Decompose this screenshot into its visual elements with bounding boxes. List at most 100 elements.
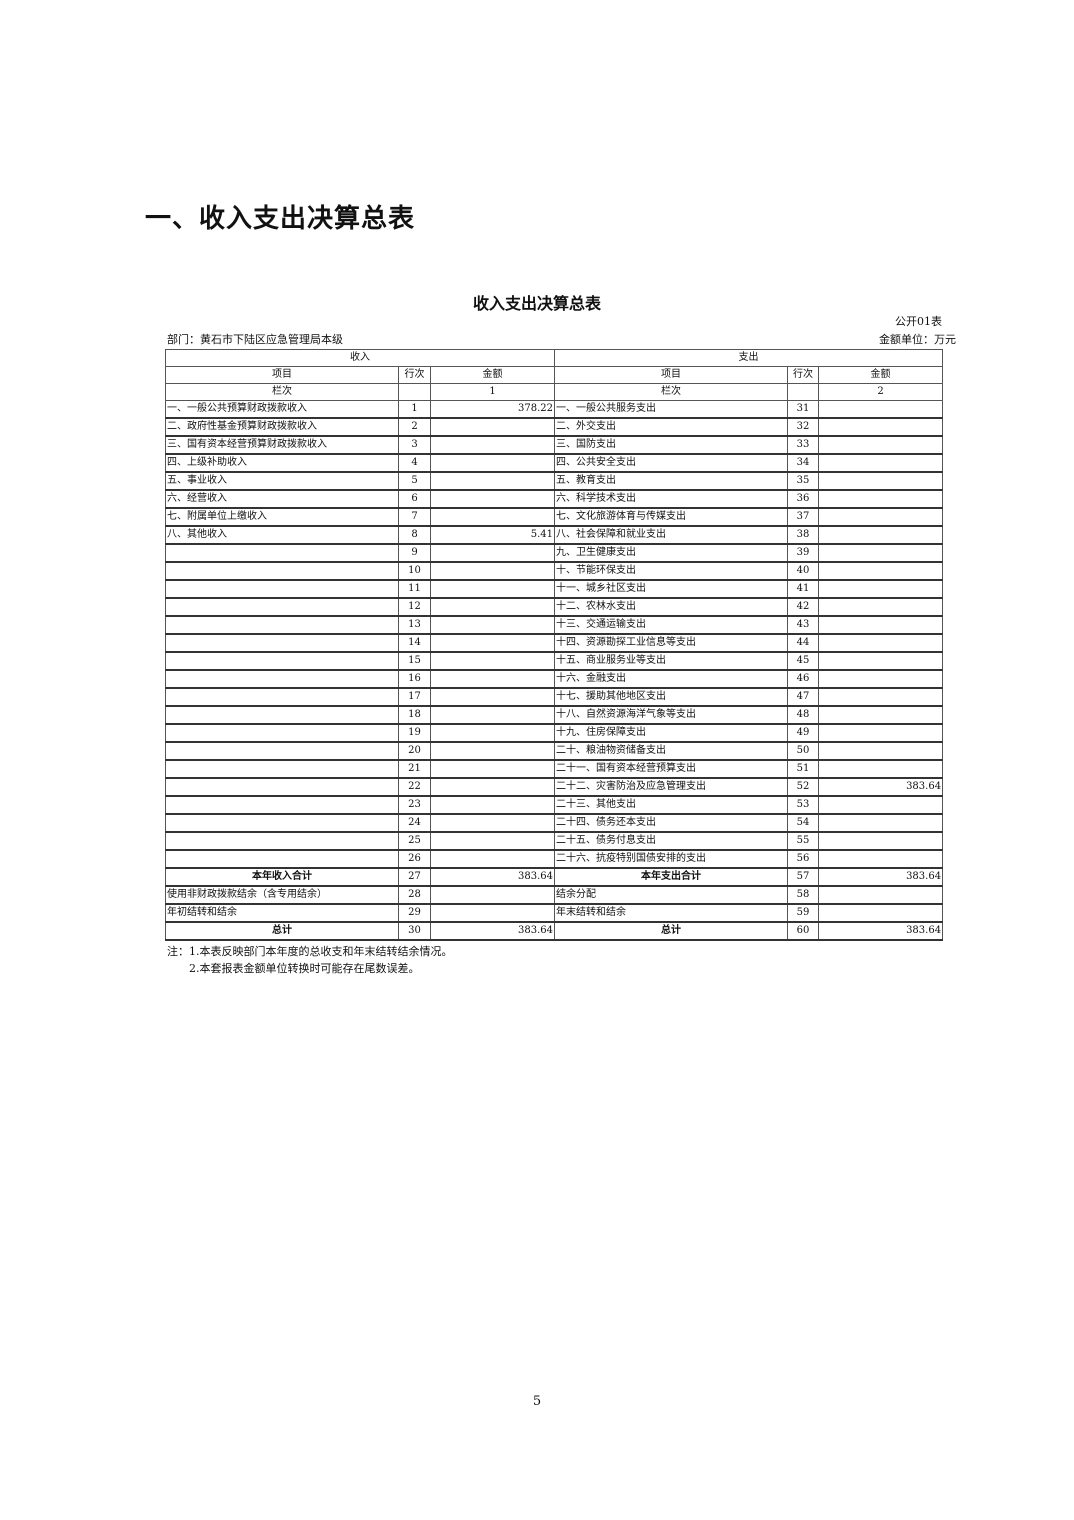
income-row-no: 2 [398, 417, 431, 437]
income-amount [429, 795, 556, 815]
expense-item: 十三、交通运输支出 [554, 615, 789, 635]
income-row-no: 8 [398, 525, 431, 545]
table-row: 11 十一、城乡社区支出 41 [165, 579, 944, 599]
income-row-no: 30 [398, 921, 431, 941]
table-row: 26 二十六、抗疫特别国债安排的支出 56 [165, 849, 944, 869]
expense-amount [818, 633, 944, 653]
income-item: 本年收入合计 [165, 867, 399, 887]
expense-row-no: 50 [787, 741, 820, 761]
notes: 注：1.本表反映部门本年度的总收支和年末结转结余情况。 2.本套报表金额单位转换… [165, 943, 942, 977]
income-item: 年初结转和结余 [165, 903, 399, 923]
income-item [165, 597, 399, 617]
expense-amount [818, 705, 944, 725]
table-row: 本年收入合计 27 383.64 本年支出合计 57 383.64 [165, 867, 944, 887]
note-1: 注：1.本表反映部门本年度的总收支和年末结转结余情况。 [167, 945, 453, 958]
expense-row-no: 32 [787, 417, 820, 437]
table-row: 使用非财政拨款结余（含专用结余） 28 结余分配 58 [165, 885, 944, 905]
col-label: 栏次 [554, 383, 789, 401]
income-row-no: 29 [398, 903, 431, 923]
income-amount [429, 903, 556, 923]
table-code: 公开01表 [895, 315, 942, 328]
expense-item: 二十一、国有资本经营预算支出 [554, 759, 789, 779]
expense-header: 支出 [554, 349, 944, 367]
expense-row-no: 56 [787, 849, 820, 869]
income-amount [429, 741, 556, 761]
expense-amount [818, 561, 944, 581]
income-amount: 383.64 [429, 921, 556, 941]
table-row: 14 十四、资源勘探工业信息等支出 44 [165, 633, 944, 653]
expense-item: 二十四、债务还本支出 [554, 813, 789, 833]
expense-row-no: 39 [787, 543, 820, 563]
expense-item: 十二、农林水支出 [554, 597, 789, 617]
table-row: 25 二十五、债务付息支出 55 [165, 831, 944, 851]
expense-item: 五、教育支出 [554, 471, 789, 491]
expense-amount [818, 723, 944, 743]
expense-row-no: 52 [787, 777, 820, 797]
expense-item: 二十、粮油物资储备支出 [554, 741, 789, 761]
table-row: 17 十七、援助其他地区支出 47 [165, 687, 944, 707]
col-amount: 金额 [818, 366, 944, 384]
income-row-no: 16 [398, 669, 431, 689]
income-row-no: 20 [398, 741, 431, 761]
table-row: 10 十、节能环保支出 40 [165, 561, 944, 581]
expense-item: 二十五、债务付息支出 [554, 831, 789, 851]
income-row-no: 22 [398, 777, 431, 797]
expense-row-no: 36 [787, 489, 820, 509]
col-amount: 金额 [429, 366, 556, 384]
table-row: 七、附属单位上缴收入 7 七、文化旅游体育与传媒支出 37 [165, 507, 944, 527]
income-item: 五、事业收入 [165, 471, 399, 491]
expense-amount [818, 849, 944, 869]
header-row-columns: 项目 行次 金额 项目 行次 金额 [165, 366, 944, 384]
income-amount [429, 759, 556, 779]
note-2: 2.本套报表金额单位转换时可能存在尾数误差。 [189, 962, 420, 975]
income-amount [429, 615, 556, 635]
income-amount [429, 669, 556, 689]
income-amount [429, 687, 556, 707]
table-row: 21 二十一、国有资本经营预算支出 51 [165, 759, 944, 779]
expense-amount [818, 813, 944, 833]
income-amount [429, 651, 556, 671]
income-amount [429, 813, 556, 833]
income-row-no: 1 [398, 400, 431, 419]
department-label: 部门：黄石市下陆区应急管理局本级 [167, 333, 343, 346]
income-amount: 383.64 [429, 867, 556, 887]
expense-item: 总计 [554, 921, 789, 941]
col-label: 栏次 [165, 383, 399, 401]
expense-row-no: 43 [787, 615, 820, 635]
page-number: 5 [532, 1394, 542, 1409]
expense-row-no: 33 [787, 435, 820, 455]
income-row-no: 13 [398, 615, 431, 635]
table-row: 18 十八、自然资源海洋气象等支出 48 [165, 705, 944, 725]
expense-amount [818, 885, 944, 905]
income-amount [429, 453, 556, 473]
income-row-no: 5 [398, 471, 431, 491]
table-row: 15 十五、商业服务业等支出 45 [165, 651, 944, 671]
expense-amount [818, 489, 944, 509]
col-row-no: 行次 [787, 366, 820, 384]
table-title: 收入支出决算总表 [472, 294, 601, 313]
expense-amount [818, 525, 944, 545]
expense-row-no: 47 [787, 687, 820, 707]
income-row-no: 15 [398, 651, 431, 671]
income-item [165, 705, 399, 725]
income-item: 七、附属单位上缴收入 [165, 507, 399, 527]
expense-amount [818, 759, 944, 779]
expense-row-no: 37 [787, 507, 820, 527]
income-amount [429, 597, 556, 617]
income-item: 三、国有资本经营预算财政拨款收入 [165, 435, 399, 455]
table-row: 16 十六、金融支出 46 [165, 669, 944, 689]
income-amount [429, 435, 556, 455]
table-row: 9 九、卫生健康支出 39 [165, 543, 944, 563]
expense-amount [818, 651, 944, 671]
col-number: 2 [818, 383, 944, 401]
income-item [165, 723, 399, 743]
expense-row-no: 46 [787, 669, 820, 689]
expense-row-no: 31 [787, 400, 820, 419]
table-row: 20 二十、粮油物资储备支出 50 [165, 741, 944, 761]
income-item [165, 831, 399, 851]
income-item: 六、经营收入 [165, 489, 399, 509]
income-amount [429, 579, 556, 599]
expense-amount [818, 669, 944, 689]
income-item [165, 615, 399, 635]
expense-amount [818, 400, 944, 419]
